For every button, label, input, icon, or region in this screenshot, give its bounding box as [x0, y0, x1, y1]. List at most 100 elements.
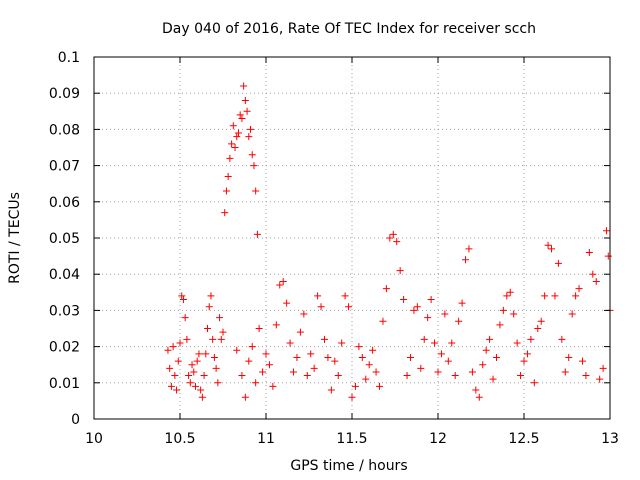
- data-point: [334, 372, 342, 380]
- data-point: [338, 339, 346, 347]
- data-point: [389, 230, 397, 238]
- grid-lines: [94, 57, 610, 419]
- y-tick-labels: 0 0.01 0.02 0.03 0.04 0.05 0.06 0.07 0.08 0.09 0.1: [49, 50, 80, 428]
- data-point: [320, 335, 328, 343]
- data-point: [520, 357, 528, 365]
- x-tick-label: 11.5: [336, 431, 367, 447]
- data-point: [548, 245, 556, 253]
- data-point: [437, 350, 445, 358]
- data-point: [193, 357, 201, 365]
- data-point: [530, 379, 538, 387]
- data-point: [355, 343, 363, 351]
- data-point: [431, 339, 439, 347]
- data-point: [578, 357, 586, 365]
- x-tick-label: 11: [257, 431, 275, 447]
- data-point: [176, 339, 184, 347]
- data-point: [468, 368, 476, 376]
- data-point: [238, 372, 246, 380]
- y-tick-label: 0.03: [49, 303, 80, 319]
- data-point: [544, 241, 552, 249]
- data-point: [554, 259, 562, 267]
- data-point: [173, 386, 181, 394]
- data-point: [252, 379, 260, 387]
- y-tick-label: 0.07: [49, 159, 80, 175]
- data-point: [164, 346, 172, 354]
- data-point: [243, 107, 251, 115]
- data-point: [205, 303, 213, 311]
- data-point: [585, 248, 593, 256]
- data-point: [221, 209, 229, 217]
- data-point: [167, 382, 175, 390]
- data-point: [272, 321, 280, 329]
- data-point: [403, 372, 411, 380]
- data-point: [185, 372, 193, 380]
- data-point: [210, 353, 218, 361]
- data-point: [262, 350, 270, 358]
- data-point: [181, 314, 189, 322]
- data-point: [179, 296, 187, 304]
- data-point: [224, 172, 232, 180]
- y-tick-label: 0: [71, 412, 80, 428]
- data-point: [448, 339, 456, 347]
- data-point: [413, 303, 421, 311]
- data-point: [279, 277, 287, 285]
- data-point: [503, 292, 511, 300]
- data-point: [396, 267, 404, 275]
- data-point: [472, 386, 480, 394]
- data-point: [527, 335, 535, 343]
- data-point: [248, 343, 256, 351]
- data-point: [269, 382, 277, 390]
- data-point: [252, 187, 260, 195]
- data-point: [558, 335, 566, 343]
- data-point: [565, 353, 573, 361]
- data-point: [191, 382, 199, 390]
- data-point: [248, 151, 256, 159]
- data-point: [417, 364, 425, 372]
- data-point: [499, 306, 507, 314]
- data-point: [188, 361, 196, 369]
- data-point: [406, 353, 414, 361]
- data-point: [183, 335, 191, 343]
- data-point: [286, 339, 294, 347]
- data-point: [465, 245, 473, 253]
- data-point: [241, 393, 249, 401]
- data-point: [386, 234, 394, 242]
- data-point: [317, 303, 325, 311]
- data-point: [362, 375, 370, 383]
- chart-title: Day 040 of 2016, Rate Of TEC Index for r…: [162, 21, 536, 37]
- data-point: [358, 353, 366, 361]
- data-point: [307, 350, 315, 358]
- data-point: [393, 238, 401, 246]
- y-tick-label: 0.06: [49, 195, 80, 211]
- data-point: [486, 335, 494, 343]
- data-point: [513, 339, 521, 347]
- data-point: [303, 372, 311, 380]
- data-point: [314, 292, 322, 300]
- data-point: [345, 303, 353, 311]
- data-point: [231, 144, 239, 151]
- data-point: [198, 393, 206, 401]
- data-point: [233, 133, 241, 141]
- data-point: [245, 357, 253, 365]
- data-point: [365, 361, 373, 369]
- data-point: [561, 368, 569, 376]
- data-point: [200, 372, 208, 380]
- data-point: [427, 296, 435, 304]
- data-point: [568, 310, 576, 318]
- data-point: [290, 368, 298, 376]
- data-point: [331, 357, 339, 365]
- y-axis-label: ROTI / TECUs: [7, 192, 23, 284]
- y-tick-label: 0.05: [49, 231, 80, 247]
- data-point: [293, 353, 301, 361]
- data-point: [424, 314, 432, 322]
- data-point: [238, 115, 246, 123]
- data-point: [229, 122, 237, 130]
- data-point: [327, 386, 335, 394]
- data-point: [207, 292, 215, 300]
- data-points: [164, 82, 614, 401]
- x-tick-label: 12: [429, 431, 447, 447]
- y-tick-label: 0.08: [49, 122, 80, 138]
- data-point: [400, 296, 408, 304]
- data-point: [169, 343, 177, 351]
